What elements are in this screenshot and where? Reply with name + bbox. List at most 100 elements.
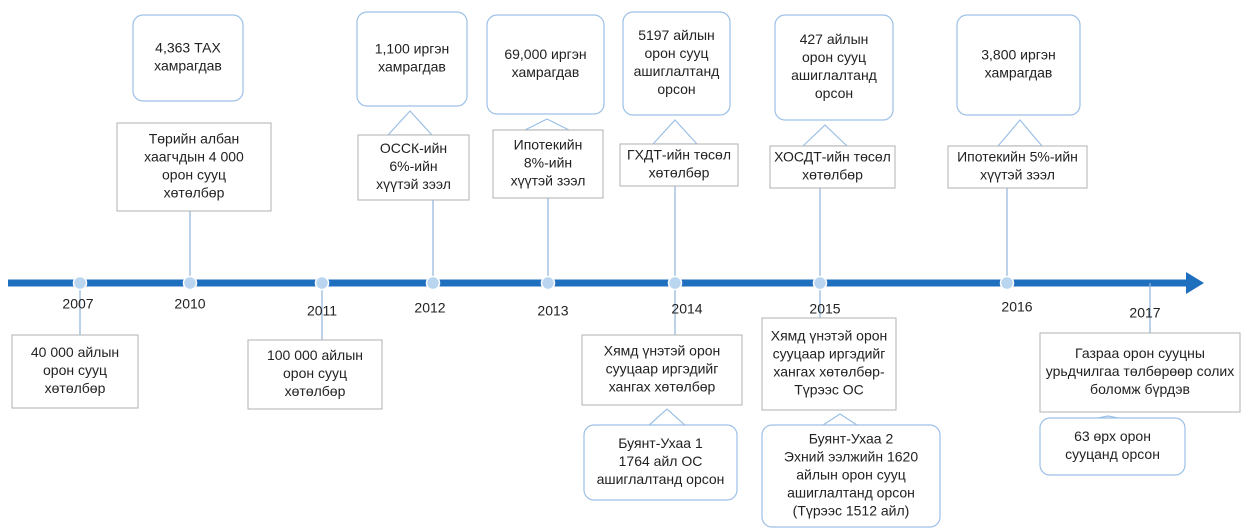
event-text: хөтөлбөр <box>164 185 225 201</box>
callout <box>583 424 738 501</box>
callout-text: Буянт-Ухаа 1 <box>618 435 703 451</box>
event-text: хангах хөтөлбөр <box>609 379 716 395</box>
callout-text: хамрагдав <box>378 59 446 75</box>
callout <box>356 11 468 107</box>
event-box <box>947 145 1088 189</box>
callout-text: хамрагдав <box>985 65 1053 81</box>
event-text: Ипотекийн <box>514 137 583 153</box>
callout-text: орсон <box>815 85 853 101</box>
event-text: 40 000 айлын <box>31 344 119 360</box>
callout-text: 5197 айлын <box>638 27 715 43</box>
axis-arrow <box>1186 272 1204 294</box>
event-text: ГХДТ-ийн төсөл <box>627 147 731 163</box>
callout-text: Эхний ээлжийн 1620 <box>784 449 918 465</box>
year-label: 2017 <box>1129 305 1160 321</box>
year-dot <box>667 275 683 291</box>
event-box <box>761 317 897 411</box>
callout-text: 4,363 ТАХ <box>155 40 221 56</box>
year-label: 2011 <box>307 303 337 319</box>
event-box <box>357 134 470 201</box>
pointer <box>996 119 1044 147</box>
callout-text: 69,000 иргэн <box>504 46 586 62</box>
event-text: Ипотекийн 5%-ийн <box>957 149 1078 165</box>
callout <box>132 14 244 102</box>
year-dot <box>314 275 330 291</box>
event-box <box>619 143 739 187</box>
event-box <box>581 334 743 406</box>
year-label: 2012 <box>414 300 445 316</box>
year-dot <box>812 275 828 291</box>
event-text: хангах хөтөлбөр- <box>773 364 885 380</box>
event-text: хөтөлбөр <box>802 167 863 183</box>
callout-text: 1,100 иргэн <box>375 41 450 57</box>
event-box <box>116 122 272 212</box>
callout-text: орон сууц <box>645 45 709 61</box>
callout-text: (Түрээс 1512 айл) <box>793 503 910 519</box>
callout-text: 63 өрх орон <box>1074 428 1151 444</box>
callout-text: 1764 айл ОС <box>619 453 703 469</box>
pointer <box>386 110 434 136</box>
year-label: 2013 <box>537 303 568 319</box>
event-box <box>247 339 383 410</box>
callout-text: хамрагдав <box>512 64 580 80</box>
callout <box>761 424 941 528</box>
event-text: Газраа орон сууцны <box>1075 345 1205 361</box>
callout <box>956 14 1081 116</box>
event-text: 100 000 айлын <box>267 347 363 363</box>
event-text: орон сууц <box>43 362 107 378</box>
callout <box>1039 417 1186 476</box>
event-text: ХОСДТ-ийн төсөл <box>774 149 891 165</box>
year-label: 2014 <box>671 301 702 317</box>
callout-text: ашиглалтанд <box>791 67 877 83</box>
callout-text: орон сууц <box>802 49 866 65</box>
event-text: Төрийн албан <box>149 131 240 147</box>
callout-text: ашиглалтанд орсон <box>787 485 915 501</box>
event-text: урьдчилгаа төлбөрөөр солих <box>1046 363 1234 379</box>
year-dot <box>72 275 88 291</box>
year-label: 2016 <box>1001 299 1032 315</box>
callout-text: 3,800 иргэн <box>981 47 1056 63</box>
event-text: 6%-ийн <box>389 158 437 174</box>
year-dot <box>182 275 198 291</box>
callout <box>774 14 894 121</box>
callout <box>486 14 605 115</box>
callout-text: ашиглалтанд орсон <box>597 471 725 487</box>
event-text: хаагчдын 4 000 <box>144 149 244 165</box>
year-dot <box>425 275 441 291</box>
callout-text: хамрагдав <box>154 58 222 74</box>
callout-text: орсон <box>657 81 695 97</box>
pointer <box>801 124 849 147</box>
year-dot <box>540 275 556 291</box>
event-text: 8%-ийн <box>524 155 572 171</box>
pointer <box>651 119 699 145</box>
callout-text: Буянт-Ухаа 2 <box>809 431 894 447</box>
event-box <box>492 129 604 199</box>
pointer <box>524 118 570 131</box>
callout-text: айлын орон сууц <box>796 467 905 483</box>
event-text: хөтөлбөр <box>45 380 106 396</box>
event-text: сууцаар иргэдийг <box>773 346 886 362</box>
event-text: Хямд үнэтэй орон <box>771 328 888 344</box>
pointer <box>645 408 689 428</box>
event-box <box>11 334 139 409</box>
callout-text: 427 айлын <box>800 31 869 47</box>
event-text: сууцаар иргэдийг <box>606 361 719 377</box>
year-label: 2010 <box>174 296 205 312</box>
event-text: орон сууц <box>283 365 347 381</box>
event-text: хүүтэй зээл <box>980 167 1055 183</box>
event-text: хүүтэй зээл <box>511 173 586 189</box>
event-text: Түрээс ОС <box>794 382 864 398</box>
event-box <box>1039 332 1241 413</box>
callout <box>622 11 731 116</box>
callout-text: ашиглалтанд <box>634 63 720 79</box>
year-label: 2015 <box>809 301 840 317</box>
year-label: 2007 <box>62 296 93 312</box>
event-text: хөтөлбөр <box>649 165 710 181</box>
event-box <box>769 145 896 189</box>
event-text: боломж бүрдэв <box>1090 381 1190 397</box>
callout-text: сууцанд орсон <box>1065 446 1160 462</box>
event-text: ОССК-ийн <box>380 140 447 156</box>
event-text: хөтөлбөр <box>285 383 346 399</box>
event-text: Хямд үнэтэй орон <box>604 343 721 359</box>
